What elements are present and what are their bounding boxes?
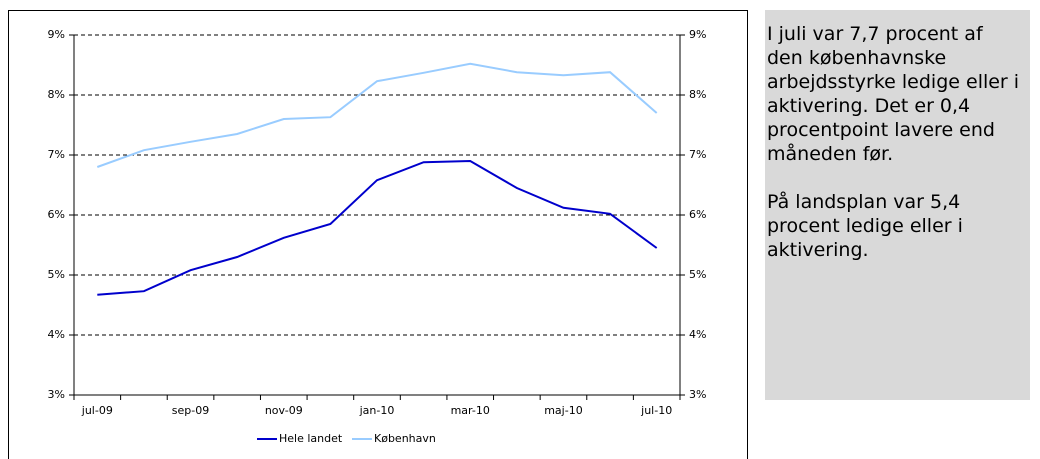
legend-label: København: [374, 432, 436, 445]
paragraph: I juli var 7,7 procent af den københavns…: [767, 23, 1020, 165]
y-tick-label: 3%: [48, 388, 65, 401]
chart: 3% 4% 5% 6% 7% 8% 9% 3% 4% 5% 6% 7% 8% 9% jul-09 sep-09…: [8, 10, 748, 459]
y-tick-label: 4%: [48, 328, 65, 341]
y2-tick-label: 8%: [689, 88, 706, 101]
y-tick-label: 8%: [48, 88, 65, 101]
y2-tick-label: 4%: [689, 328, 706, 341]
side-panel: I juli var 7,7 procent af den københavns…: [765, 10, 1030, 400]
chart-frame: [8, 10, 748, 459]
x-tick-label: jan-10: [359, 404, 395, 417]
x-tick-label: jul-09: [81, 404, 113, 417]
line-series: [96, 62, 658, 168]
x-tick-label: nov-09: [265, 404, 303, 417]
y-tick-label: 6%: [48, 208, 65, 221]
x-tick-label: sep-09: [172, 404, 209, 417]
line-series: [97, 159, 658, 296]
y-tick-label: 7%: [48, 148, 65, 161]
x-tick-label: maj-10: [544, 404, 582, 417]
x-tick-label: mar-10: [451, 404, 490, 417]
y-tick-label: 9%: [48, 28, 65, 41]
y2-tick-label: 9%: [689, 28, 706, 41]
y2-tick-label: 3%: [689, 388, 706, 401]
x-tick-label: jul-10: [640, 404, 672, 417]
y2-tick-label: 7%: [689, 148, 706, 161]
legend-label: Hele landet: [279, 432, 343, 445]
y2-tick-label: 6%: [689, 208, 706, 221]
y-tick-label: 5%: [48, 268, 65, 281]
y2-tick-label: 5%: [689, 268, 706, 281]
paragraph: På landsplan var 5,4 procent ledige elle…: [767, 191, 963, 261]
